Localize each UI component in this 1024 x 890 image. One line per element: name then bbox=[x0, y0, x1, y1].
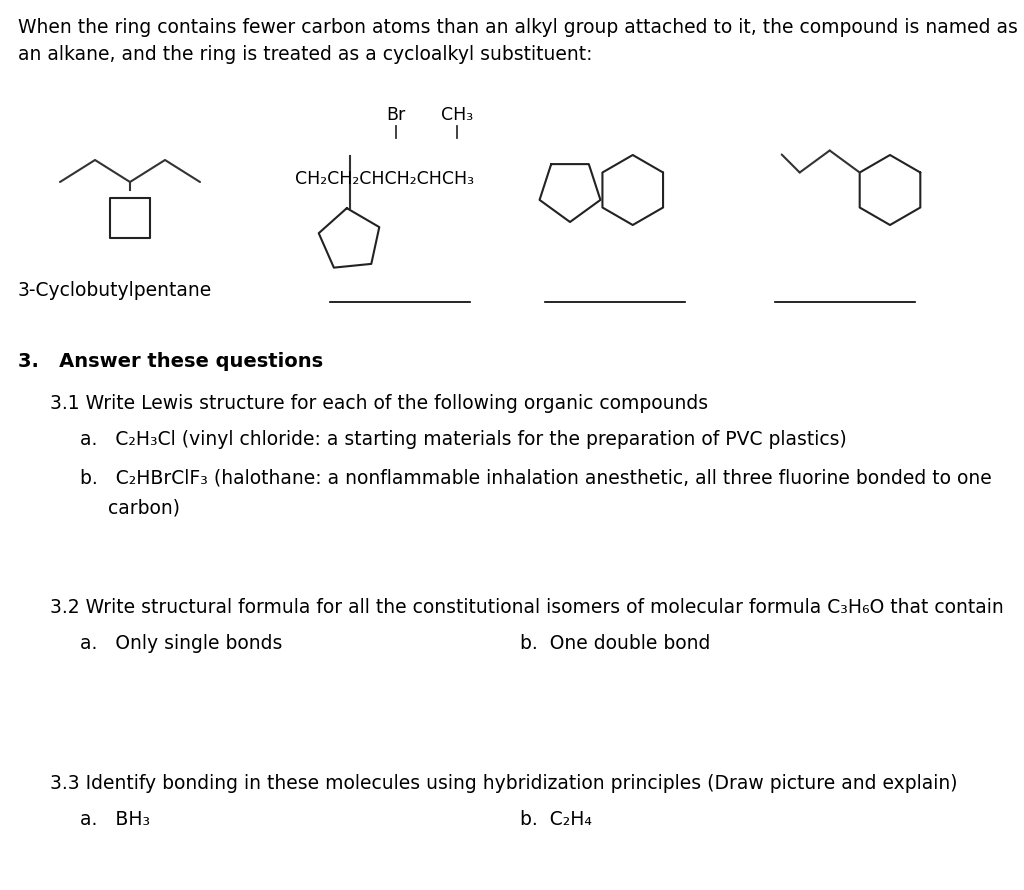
Text: a.   Only single bonds: a. Only single bonds bbox=[80, 634, 283, 653]
Text: a.   BH₃: a. BH₃ bbox=[80, 810, 151, 829]
Text: 3-Cyclobutylpentane: 3-Cyclobutylpentane bbox=[18, 281, 212, 300]
Text: CH₂CH₂CHCH₂CHCH₃: CH₂CH₂CHCH₂CHCH₃ bbox=[295, 170, 474, 188]
Text: CH₃: CH₃ bbox=[441, 106, 473, 124]
Text: 3.2 Write structural formula for all the constitutional isomers of molecular for: 3.2 Write structural formula for all the… bbox=[50, 598, 1004, 617]
Text: 3.3 Identify bonding in these molecules using hybridization principles (Draw pic: 3.3 Identify bonding in these molecules … bbox=[50, 774, 957, 793]
Text: a.   C₂H₃Cl (vinyl chloride: a starting materials for the preparation of PVC pla: a. C₂H₃Cl (vinyl chloride: a starting ma… bbox=[80, 430, 847, 449]
Text: b.  C₂H₄: b. C₂H₄ bbox=[520, 810, 592, 829]
Text: b.  One double bond: b. One double bond bbox=[520, 634, 711, 653]
Text: carbon): carbon) bbox=[108, 498, 180, 517]
Text: Br: Br bbox=[386, 106, 406, 124]
Text: b.   C₂HBrClF₃ (halothane: a nonflammable inhalation anesthetic, all three fluor: b. C₂HBrClF₃ (halothane: a nonflammable … bbox=[80, 468, 992, 487]
Text: When the ring contains fewer carbon atoms than an alkyl group attached to it, th: When the ring contains fewer carbon atom… bbox=[18, 18, 1018, 64]
Text: 3.   Answer these questions: 3. Answer these questions bbox=[18, 352, 324, 371]
Text: 3.1 Write Lewis structure for each of the following organic compounds: 3.1 Write Lewis structure for each of th… bbox=[50, 394, 709, 413]
